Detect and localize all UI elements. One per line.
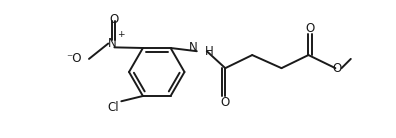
Text: O: O: [109, 13, 118, 26]
Text: O: O: [305, 22, 314, 35]
Text: Cl: Cl: [108, 101, 120, 114]
Text: H: H: [204, 45, 213, 58]
Text: N: N: [189, 41, 198, 54]
Text: ⁻O: ⁻O: [66, 52, 81, 65]
Text: O: O: [221, 95, 230, 108]
Text: +: +: [118, 30, 125, 39]
Text: N: N: [108, 37, 116, 50]
Text: O: O: [332, 62, 342, 75]
